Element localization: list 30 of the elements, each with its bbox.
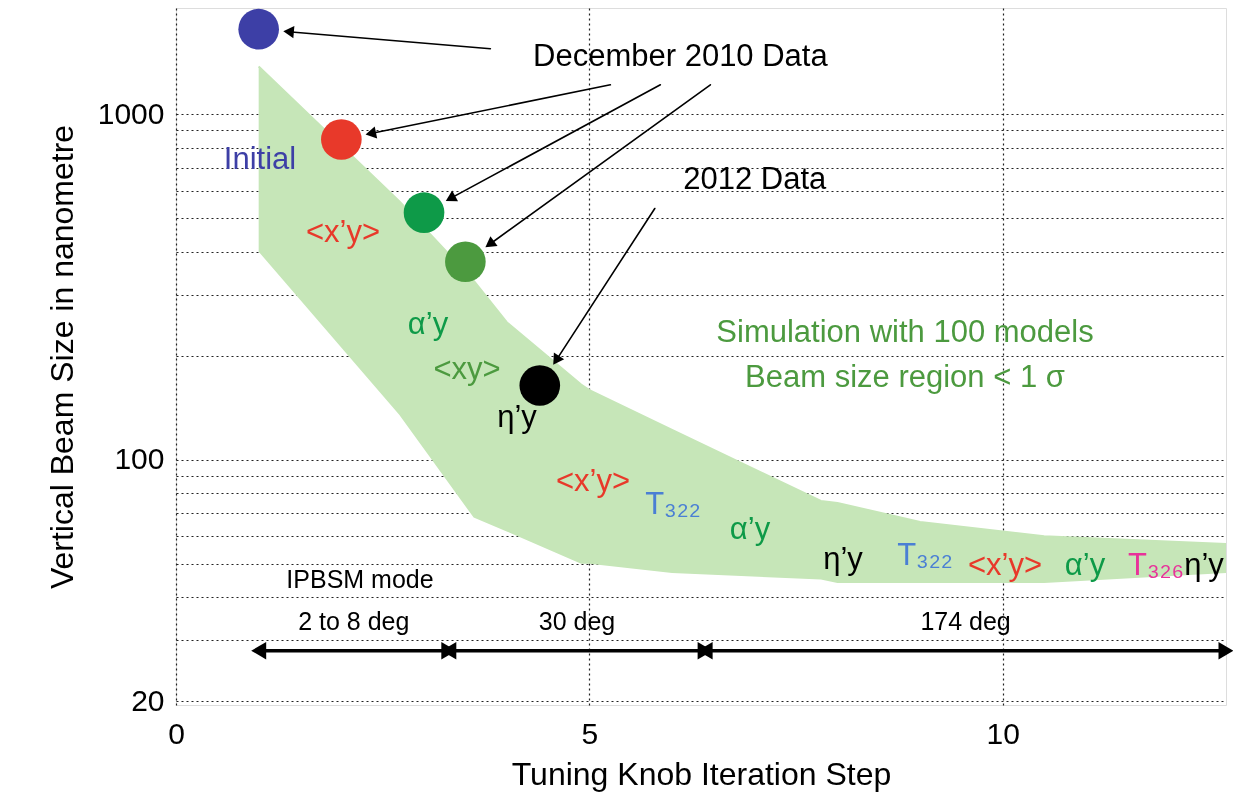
series-label: 174 deg <box>920 606 1011 635</box>
y-tick-label: 20 <box>131 683 165 717</box>
annotation: η’y <box>497 399 538 434</box>
series-label: 30 deg <box>538 606 616 635</box>
text: December 2010 Data <box>533 37 829 73</box>
y-tick-label: 100 <box>114 442 165 476</box>
annotation: η’y <box>823 541 864 576</box>
annotation: <x’y> <box>967 547 1043 582</box>
annotation: α’y <box>1064 547 1106 582</box>
annotation: Simulation with 100 models <box>716 314 1094 349</box>
x-axis-title: Tuning Knob Iteration Step <box>511 755 892 792</box>
y-tick-label: 1000 <box>97 96 165 130</box>
annotation: η’y <box>1184 547 1225 582</box>
annotation: Initial <box>223 141 297 176</box>
annotation: T₃₂₂ <box>645 486 701 521</box>
x-tick-label: 0 <box>168 716 185 750</box>
annotation: <x’y> <box>305 214 381 249</box>
annotation: α’y <box>407 306 449 341</box>
x-tick-label: 10 <box>986 716 1020 750</box>
annotation: α’y <box>729 511 771 546</box>
annotation: <x’y> <box>555 463 631 498</box>
text: 2012 Data <box>683 161 828 197</box>
annotation: T₃₂₆ <box>1127 547 1185 582</box>
x-tick-label: 5 <box>581 716 599 750</box>
series-label: 2 to 8 deg <box>298 606 410 635</box>
y-axis-title: Vertical Beam Size in nanometre <box>43 124 80 590</box>
annotation: <xy> <box>433 351 501 386</box>
annotation: Beam size region < 1 σ <box>745 359 1065 394</box>
annotation: T₃₂₂ <box>897 537 953 572</box>
annotation: IPBSM mode <box>286 565 434 593</box>
